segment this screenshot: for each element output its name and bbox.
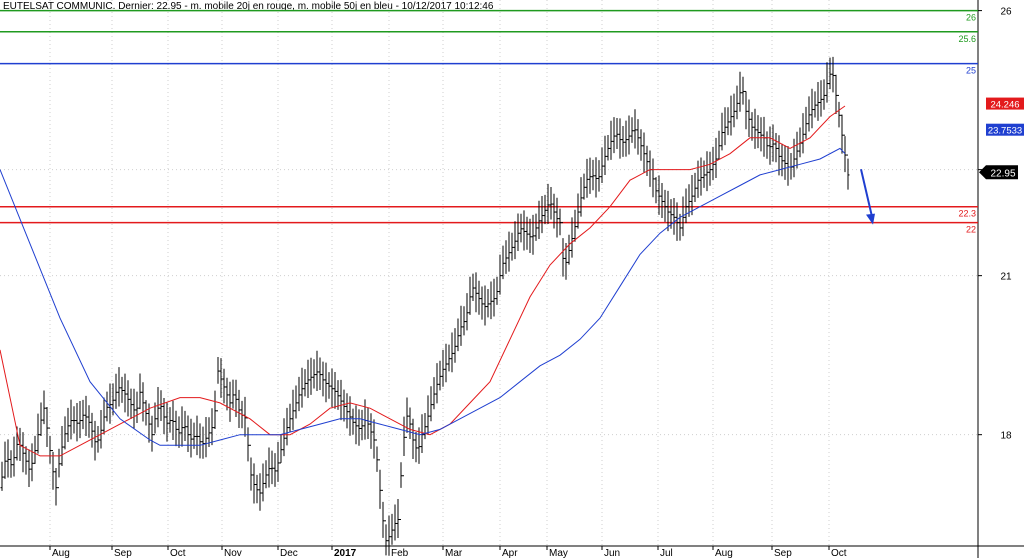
forecast-arrow-head [866, 213, 875, 225]
moving-average-line [0, 105, 846, 457]
x-tick-label: Sep [774, 548, 792, 558]
x-tick-label: Apr [502, 548, 518, 558]
x-tick-label: Oct [170, 548, 186, 558]
y-tick-label: 26 [1000, 7, 1012, 18]
x-tick-label: Aug [715, 548, 733, 558]
chart-title: EUTELSAT COMMUNIC. Dernier: 22.95 - m. m… [3, 1, 494, 12]
x-tick-label: May [549, 548, 568, 558]
level-label: 25.6 [958, 34, 976, 44]
x-tick-label: Jul [660, 548, 673, 558]
y-tick-label: 18 [1000, 431, 1012, 442]
x-tick-label: Aug [52, 548, 70, 558]
moving-average-line [0, 147, 846, 446]
level-label: 22.3 [958, 209, 976, 219]
value-tag-label: 23.7533 [988, 126, 1022, 137]
last-price-tag [979, 165, 1018, 180]
level-label: 25 [966, 66, 976, 76]
value-tag-label: 24.246 [990, 100, 1019, 111]
level-label: 26 [966, 13, 976, 23]
price-bars [0, 56, 850, 556]
x-tick-label: Nov [224, 548, 242, 558]
x-tick-label: Dec [280, 548, 298, 558]
x-tick-label: Oct [831, 548, 847, 558]
last-price-label: 22.95 [990, 168, 1015, 179]
value-tag-box [986, 97, 1024, 110]
forecast-arrow-line [860, 169, 873, 217]
y-tick-label: 21 [1000, 272, 1012, 283]
x-tick-label: 2017 [334, 548, 357, 558]
x-tick-label: Jun [604, 548, 620, 558]
x-tick-label: Sep [114, 548, 132, 558]
value-tag-box [986, 123, 1024, 136]
x-tick-label: Mar [445, 548, 463, 558]
level-label: 22 [966, 225, 976, 235]
x-tick-label: Feb [391, 548, 409, 558]
